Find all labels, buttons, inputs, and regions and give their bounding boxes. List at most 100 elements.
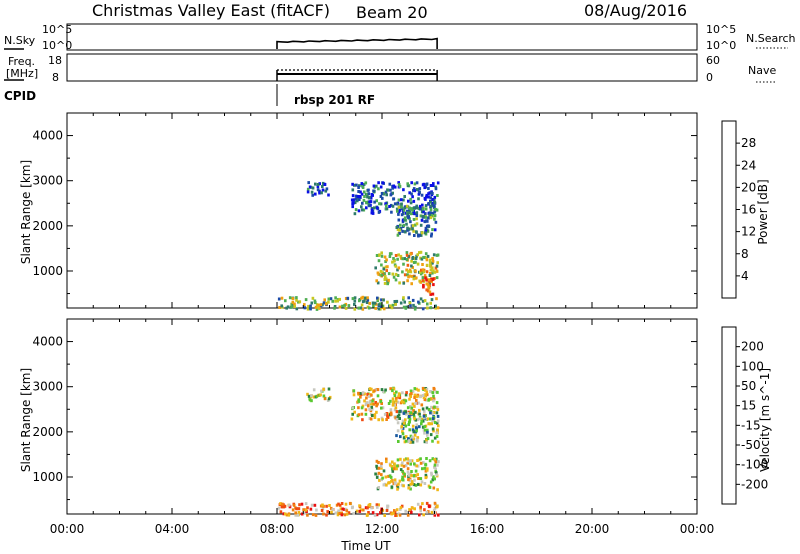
power-cell [410,259,413,263]
power-cell [415,188,419,191]
power-cell [386,300,389,304]
velocity-cell [294,511,297,515]
power-cell [403,273,407,277]
power-cell [387,278,390,282]
power-cell [410,192,413,196]
power-cell [423,299,427,303]
power-cell [423,231,427,235]
power-cell [365,301,369,304]
power-cell [365,200,368,204]
velocity-cell [423,409,426,413]
velocity-cell [404,399,408,403]
power-cell [433,214,437,218]
power-cell [424,229,427,233]
power-cell [434,187,438,191]
time-tick-label: 16:00 [470,522,505,536]
velocity-cell [364,403,368,406]
velocity-cell [412,409,415,413]
velocity-cell [408,508,411,512]
velocity-cell [417,401,420,405]
velocity-cell [401,430,404,434]
velocity-cell [368,503,372,506]
velocity-cell [413,417,416,421]
power-cell [321,181,325,185]
power-cell [355,183,358,187]
velocity-colorbar: 200 100 50 15 -15 -50 -100 -200 [721,326,768,505]
velocity-cell [302,508,305,512]
power-cell [410,207,414,211]
power-cell [389,203,393,207]
velocity-cell [315,508,318,512]
power-cell [424,276,427,280]
power-cell [380,251,383,255]
velocity-cell [408,419,411,423]
power-cell [422,214,425,218]
power-cell [382,298,385,302]
power-cell [397,253,400,257]
velocity-cell [376,473,379,477]
power-cell [413,234,416,237]
power-cell [417,234,420,238]
velocity-cell [404,418,407,422]
power-cell [379,202,383,206]
power-cell [421,268,425,272]
velocity-cell [348,501,352,505]
power-cell [425,219,428,223]
velocity-cell [425,501,429,505]
velocity-cell [432,399,435,403]
power-cell [398,231,401,235]
power-ylabel: Slant Range [km] [19,160,33,264]
power-cell [285,306,288,310]
power-cell [411,257,414,260]
velocity-cell [395,390,398,394]
power-cell [353,307,357,311]
power-cell [392,259,396,263]
velocity-cell [401,432,405,436]
power-cell [394,264,398,268]
velocity-cell [359,395,362,399]
time-tick-label: 08:00 [260,522,295,536]
power-cell [396,268,399,272]
power-cell [385,277,388,281]
velocity-cell [430,473,433,477]
velocity-cell [411,435,414,439]
power-cell [334,299,337,303]
velocity-cell [433,465,437,469]
velocity-cell [361,404,365,408]
power-cell [431,198,434,201]
power-cell [435,264,439,268]
power-cell [419,297,423,301]
velocity-cell [436,463,439,467]
power-cell [431,203,434,207]
power-cell [392,197,395,201]
velocity-cell [415,426,418,430]
velocity-cell [340,513,344,517]
power-cell [310,301,314,305]
velocity-cell [398,410,401,414]
power-cell [416,253,419,257]
velocity-cell [315,394,319,398]
velocity-cell [291,508,295,512]
velocity-cell [426,428,429,432]
velocity-cell [395,396,398,400]
power-cell [376,281,380,285]
velocity-cell [403,440,407,444]
velocity-cell [421,425,425,429]
power-cell [413,189,417,193]
velocity-cell [397,394,401,398]
velocity-cell [430,390,433,394]
power-cell [406,210,409,213]
power-cell [415,214,419,217]
power-cell [409,212,413,216]
velocity-cell [422,414,426,418]
velocity-cell [406,470,410,474]
velocity-cell [364,506,368,510]
velocity-cell [406,457,410,461]
velocity-cell [345,509,349,513]
velocity-cell [380,509,383,513]
velocity-cell [433,421,437,424]
velocity-cell [393,403,396,407]
velocity-cell [390,512,393,516]
power-cell [395,202,399,206]
power-cell [311,186,315,190]
